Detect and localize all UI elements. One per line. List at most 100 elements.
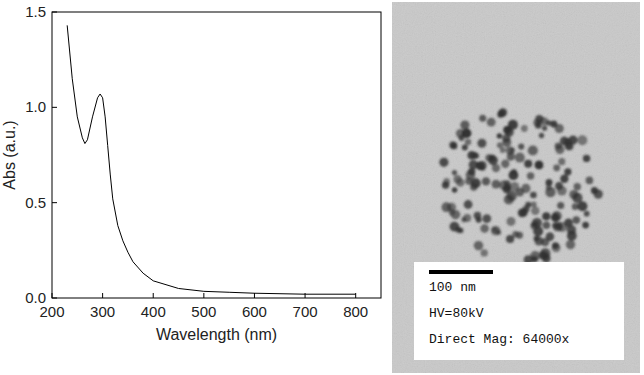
particle: [465, 139, 472, 146]
particles: [439, 108, 603, 264]
particle: [551, 213, 560, 222]
particle: [487, 118, 496, 127]
particle: [535, 115, 543, 123]
particle: [474, 212, 482, 220]
particle: [508, 120, 518, 130]
particle: [524, 160, 532, 168]
particle: [492, 164, 500, 172]
particle: [480, 224, 489, 233]
particle: [557, 186, 567, 196]
particle: [552, 223, 558, 229]
particle: [507, 153, 515, 161]
particle: [465, 177, 472, 184]
particle: [572, 193, 582, 203]
particle: [532, 218, 542, 228]
particle: [521, 184, 530, 193]
particle: [542, 212, 550, 220]
y-tick: [52, 107, 57, 108]
particle: [535, 161, 543, 169]
particle: [594, 189, 603, 198]
particle: [530, 192, 537, 199]
particle: [552, 243, 561, 252]
particle: [515, 153, 525, 163]
particle: [531, 202, 537, 208]
particle: [492, 180, 501, 189]
y-tick-label: 0.0: [25, 289, 46, 306]
y-tick: [52, 202, 57, 203]
particle: [521, 125, 528, 132]
particle: [543, 221, 551, 229]
scale-bar-label: 100 nm: [429, 280, 476, 295]
particle: [491, 226, 500, 235]
y-tick-label: 0.5: [25, 194, 46, 211]
plot-frame: [52, 12, 381, 298]
particle: [459, 135, 465, 141]
y-tick-label: 1.0: [25, 98, 46, 115]
x-tick: [254, 293, 255, 298]
particle: [566, 240, 575, 249]
x-tick-label: 300: [90, 303, 115, 320]
particle: [583, 155, 590, 162]
particle: [557, 202, 564, 209]
x-tick-label: 800: [343, 303, 368, 320]
particle: [574, 183, 581, 190]
particle: [497, 142, 503, 148]
particle: [478, 161, 487, 170]
particle: [553, 164, 560, 171]
y-tick: [52, 12, 57, 13]
page: 2003004005006007008000.00.51.01.5Wavelen…: [0, 0, 644, 375]
x-tick-label: 700: [293, 303, 318, 320]
particle: [577, 135, 587, 145]
particle: [449, 141, 456, 148]
particle: [507, 191, 517, 201]
particle: [442, 202, 452, 212]
particle: [456, 178, 465, 187]
particle: [482, 177, 490, 185]
particle: [458, 228, 463, 233]
x-tick: [203, 293, 204, 298]
particle: [527, 172, 534, 179]
x-tick-label: 500: [191, 303, 216, 320]
y-axis-title: Abs (a.u.): [1, 120, 18, 189]
particle: [528, 145, 538, 155]
x-axis-title: Wavelength (nm): [156, 326, 277, 343]
particle: [535, 161, 544, 170]
particle: [477, 139, 486, 148]
particle: [469, 160, 478, 169]
scale-bar: [429, 270, 493, 274]
particle: [567, 225, 576, 234]
particle: [439, 158, 448, 167]
particle: [464, 200, 473, 209]
particle: [546, 179, 553, 186]
plot-marks: [67, 25, 356, 294]
particle: [516, 232, 523, 239]
particle: [545, 187, 555, 197]
info-text: Direct Mag: 64000x: [429, 332, 570, 347]
particle: [460, 120, 469, 129]
particle: [539, 133, 544, 138]
x-tick: [153, 293, 154, 298]
x-tick-label: 400: [141, 303, 166, 320]
particle: [482, 214, 491, 223]
particle: [507, 217, 516, 226]
particle: [501, 160, 509, 168]
particle: [462, 145, 468, 151]
particle: [542, 254, 551, 263]
particle: [534, 236, 540, 242]
particle: [474, 153, 479, 158]
particle: [492, 227, 498, 233]
particle: [577, 201, 587, 211]
particle: [461, 217, 466, 222]
particle: [564, 168, 571, 175]
x-tick: [52, 293, 53, 298]
particle: [452, 170, 457, 175]
y-tick: [52, 298, 57, 299]
particle: [474, 241, 483, 250]
particle: [452, 187, 458, 193]
particle: [504, 184, 511, 191]
particle: [497, 133, 502, 138]
particle: [499, 108, 507, 116]
micrograph-background: [392, 2, 640, 373]
particle: [518, 144, 524, 150]
particle: [510, 182, 520, 192]
